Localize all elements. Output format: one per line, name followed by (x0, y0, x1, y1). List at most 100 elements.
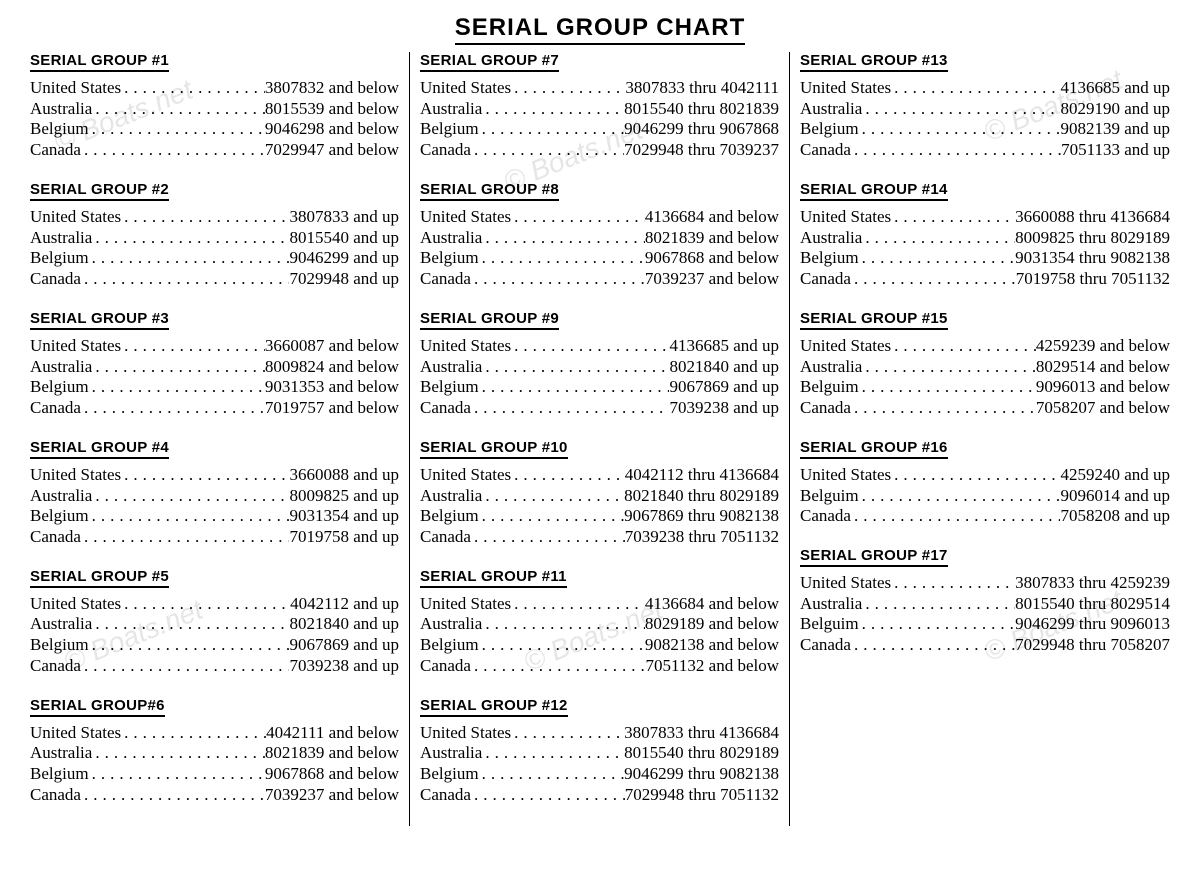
serial-entry: Belgium9082139 and up (800, 119, 1170, 140)
serial-value: 4042111 and below (266, 723, 399, 744)
leader-dots (89, 635, 290, 656)
country-label: United States (420, 723, 511, 744)
country-label: Australia (800, 228, 862, 249)
leader-dots (92, 357, 265, 378)
serial-group: SERIAL GROUP #12United States3807833 thr… (420, 697, 779, 806)
country-label: Australia (420, 486, 482, 507)
country-label: Belgium (30, 119, 89, 140)
serial-entry: Australia 8015540 thru 8021839 (420, 99, 779, 120)
leader-dots (81, 269, 289, 290)
leader-dots (89, 764, 265, 785)
leader-dots (851, 398, 1036, 419)
serial-value: 9067869 and up (289, 635, 399, 656)
country-label: United States (800, 336, 891, 357)
serial-value: 4136685 and up (669, 336, 779, 357)
serial-value: 7039238 and up (669, 398, 779, 419)
serial-value: 8015540 thru 8021839 (624, 99, 779, 120)
group-header: SERIAL GROUP #12 (420, 697, 568, 717)
serial-group: SERIAL GROUP #10United States4042112 thr… (420, 439, 779, 548)
serial-group: SERIAL GROUP #13United States4136685 and… (800, 52, 1170, 161)
serial-value: 7039238 and up (289, 656, 399, 677)
serial-entry: Australia8015540 and up (30, 228, 399, 249)
serial-entry: Belgium 9067869 thru 9082138 (420, 506, 779, 527)
country-label: Australia (800, 594, 862, 615)
country-label: Canada (420, 398, 471, 419)
serial-entry: Belguim9096013 and below (800, 377, 1170, 398)
serial-entry: Belgium 9046298 and below (30, 119, 399, 140)
group-header: SERIAL GROUP #1 (30, 52, 169, 72)
serial-value: 8029514 and below (1036, 357, 1170, 378)
country-label: Belgium (420, 506, 479, 527)
serial-value: 3660088 thru 4136684 (1015, 207, 1170, 228)
serial-entry: Belgium9082138 and below (420, 635, 779, 656)
country-label: Australia (420, 743, 482, 764)
country-label: Canada (30, 527, 81, 548)
serial-entry: Canada7029947 and below (30, 140, 399, 161)
country-label: Australia (420, 614, 482, 635)
leader-dots (851, 635, 1015, 656)
country-label: Belguim (800, 614, 859, 635)
country-label: Belgium (30, 506, 89, 527)
group-header: SERIAL GROUP #9 (420, 310, 559, 330)
group-header: SERIAL GROUP#6 (30, 697, 165, 717)
group-header: SERIAL GROUP #5 (30, 568, 169, 588)
serial-entry: Canada 7039238 and up (30, 656, 399, 677)
country-label: Canada (800, 635, 851, 656)
leader-dots (851, 269, 1016, 290)
serial-value: 9046298 and below (265, 119, 399, 140)
country-label: Canada (420, 656, 471, 677)
leader-dots (81, 398, 265, 419)
serial-entry: Canada7029948 thru 7051132 (420, 785, 779, 806)
country-label: Canada (30, 269, 81, 290)
serial-value: 8021839 and below (265, 743, 399, 764)
country-label: United States (800, 573, 891, 594)
serial-value: 9031354 and up (289, 506, 399, 527)
serial-entry: Canada7058208 and up (800, 506, 1170, 527)
leader-dots (482, 743, 624, 764)
serial-entry: United States3807832 and below (30, 78, 399, 99)
group-header: SERIAL GROUP #15 (800, 310, 948, 330)
country-label: United States (800, 78, 891, 99)
serial-entry: United States4136685 and up (800, 78, 1170, 99)
leader-dots (471, 527, 625, 548)
serial-entry: Australia8021839 and below (420, 228, 779, 249)
serial-value: 8015540 thru 8029514 (1015, 594, 1170, 615)
serial-entry: Canada 7029948 and up (30, 269, 399, 290)
serial-value: 9067869 thru 9082138 (624, 506, 779, 527)
serial-entry: Belgium9031353 and below (30, 377, 399, 398)
country-label: Canada (30, 656, 81, 677)
serial-entry: Australia8021839 and below (30, 743, 399, 764)
serial-value: 7019758 and up (289, 527, 399, 548)
leader-dots (862, 357, 1036, 378)
country-label: Australia (420, 99, 482, 120)
leader-dots (92, 228, 289, 249)
country-label: Australia (800, 99, 862, 120)
serial-entry: Australia8009824 and below (30, 357, 399, 378)
serial-value: 8029190 and up (1060, 99, 1170, 120)
serial-group: SERIAL GROUP #3United States3660087 and … (30, 310, 399, 419)
serial-group: SERIAL GROUP #5United States4042112 and … (30, 568, 399, 677)
leader-dots (92, 614, 289, 635)
serial-entry: United States3660088 and up (30, 465, 399, 486)
leader-dots (511, 336, 669, 357)
country-label: Australia (30, 486, 92, 507)
leader-dots (891, 78, 1060, 99)
country-label: Canada (420, 140, 471, 161)
serial-entry: Australia8015540 thru 8029189 (420, 743, 779, 764)
leader-dots (479, 764, 625, 785)
serial-entry: Australia8021840 thru 8029189 (420, 486, 779, 507)
serial-entry: Australia8009825 and up (30, 486, 399, 507)
leader-dots (92, 486, 289, 507)
serial-value: 7029948 and up (289, 269, 399, 290)
serial-entry: Canada7019757 and below (30, 398, 399, 419)
country-label: Canada (800, 506, 851, 527)
serial-entry: United States4259240 and up (800, 465, 1170, 486)
leader-dots (851, 140, 1061, 161)
country-label: Canada (30, 140, 81, 161)
serial-entry: Canada7029948 thru 7058207 (800, 635, 1170, 656)
country-label: Canada (30, 398, 81, 419)
serial-entry: Canada7039238 thru 7051132 (420, 527, 779, 548)
group-header: SERIAL GROUP #17 (800, 547, 948, 567)
serial-value: 7039237 and below (265, 785, 399, 806)
leader-dots (482, 614, 645, 635)
